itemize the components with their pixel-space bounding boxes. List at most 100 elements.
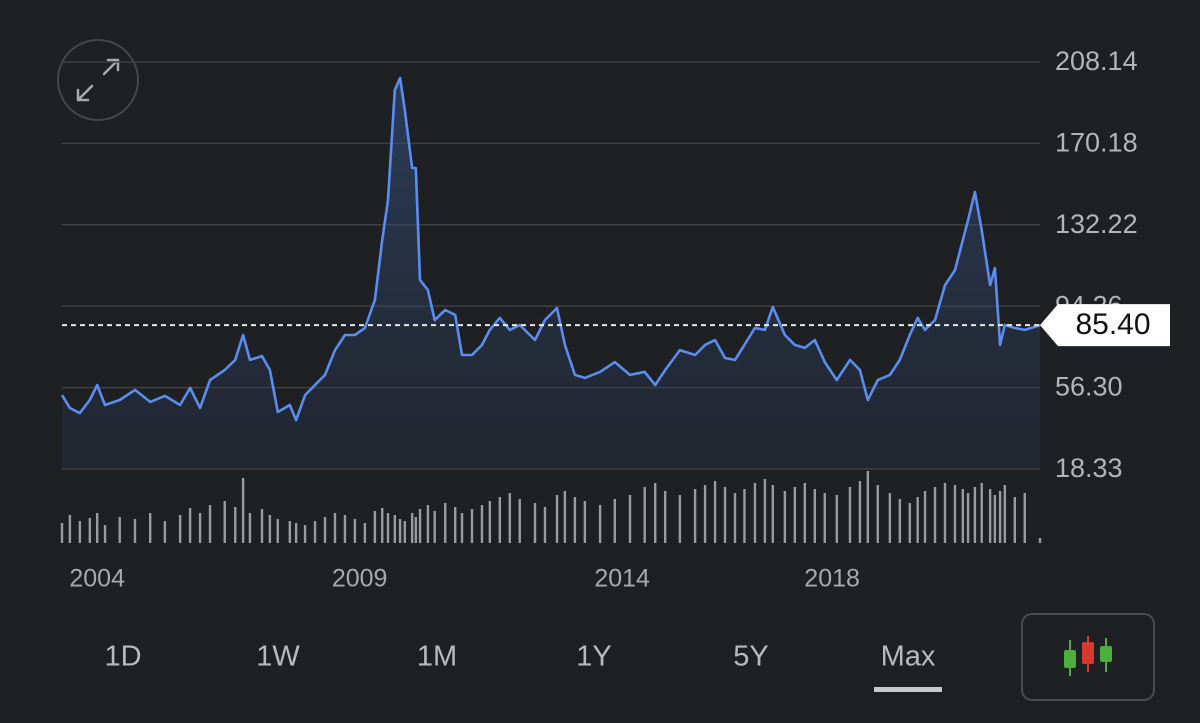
volume-bar [381,508,384,543]
volume-bar [771,485,774,543]
expand-icon [76,58,120,102]
price-line [60,76,1041,422]
volume-bar [498,497,502,543]
volume-bar [303,525,307,543]
volume-bar [988,489,992,543]
volume-bar [403,521,406,543]
volume-bar [783,491,787,543]
volume-bar [268,515,272,543]
volume-bar [793,487,797,543]
volume-bar [966,493,970,543]
volume-bar [453,507,457,543]
volume-bar [398,519,402,543]
volume-bar [743,489,746,543]
volume-bar [393,515,397,543]
expand-circle [57,39,139,121]
volume-bar [313,521,317,543]
volume-bar [386,513,390,543]
volume-bar [573,497,577,543]
range-tab[interactable]: Max [881,641,936,673]
x-tick-label: 2004 [69,565,125,593]
volume-bar [613,499,616,543]
volume-bar [78,521,82,543]
volume-bar [654,483,657,543]
volume-bar [848,487,852,543]
volume-bar [188,508,192,543]
range-tab[interactable]: 5Y [733,641,768,673]
volume-bar [1003,485,1007,543]
chart-style-button[interactable] [1021,613,1155,701]
x-tick-label: 2018 [804,565,860,593]
volume-bar [288,521,292,543]
volume-bar [198,513,202,543]
volume-bar [876,485,879,543]
volume-bar [961,489,965,543]
volume-bar [414,517,418,543]
volume-bar [410,513,414,543]
expand-button[interactable] [57,39,139,121]
volume-bar [703,485,707,543]
range-tab[interactable]: 1D [104,641,141,673]
volume-bar [898,499,902,543]
volume-bar [208,505,212,543]
volume-bar [178,515,182,543]
volume-bar [68,515,72,543]
volume-bar [923,491,927,543]
volume-bar [803,483,807,543]
volume-bar [693,489,697,543]
y-tick-label: 18.33 [1055,453,1123,483]
volume-bar [163,521,167,543]
volume-bar [1038,538,1042,543]
volume-bar [294,523,298,543]
volume-bar [363,523,367,543]
volume-bar [1023,493,1026,543]
volume-bar [993,495,997,543]
volume-bar [353,519,357,543]
volume-bar [598,505,602,543]
volume-bar [678,495,682,543]
range-tab[interactable]: 1M [417,641,457,673]
y-tick-label: 208.14 [1055,46,1138,76]
y-tick-label: 56.30 [1055,372,1123,402]
y-tick-label: 132.22 [1055,209,1138,239]
volume-bar [444,503,447,543]
volume-bar [333,513,337,543]
volume-bar [418,509,422,543]
volume-bar [133,519,137,543]
volume-bar [713,481,717,543]
volume-bar [460,513,464,543]
area [62,78,1040,469]
volume-bar [973,487,977,543]
range-tab[interactable]: 1Y [576,641,611,673]
volume-bar [753,483,757,543]
volume-bar [998,491,1002,543]
volume-bar [470,509,474,543]
plot: 18.3356.3094.26132.22170.18208.142004200… [60,46,1170,593]
volume-bar [488,501,492,543]
volume-bar [373,511,377,543]
volume-bar [518,499,521,543]
button-frame [1021,613,1155,701]
volume-bar [95,513,99,543]
volume-bar [933,487,937,543]
volume-bar [643,487,646,543]
volume-bar [555,495,559,543]
volume-bar [323,517,327,543]
volume-bar [733,493,737,543]
volume-bar [823,493,826,543]
volume-bar [563,491,567,543]
candle-body [1100,646,1112,662]
volume-bar [543,507,547,543]
volume-bar [508,493,511,543]
candle-body [1082,642,1094,664]
volume-bar [480,505,484,543]
volume-bar [60,523,64,543]
candle-body [1064,650,1076,668]
volume-bar [763,479,767,543]
volume-bar [88,518,92,543]
volume-bar [223,501,226,543]
range-tab[interactable]: 1W [256,641,300,673]
volume-bar [723,487,727,543]
